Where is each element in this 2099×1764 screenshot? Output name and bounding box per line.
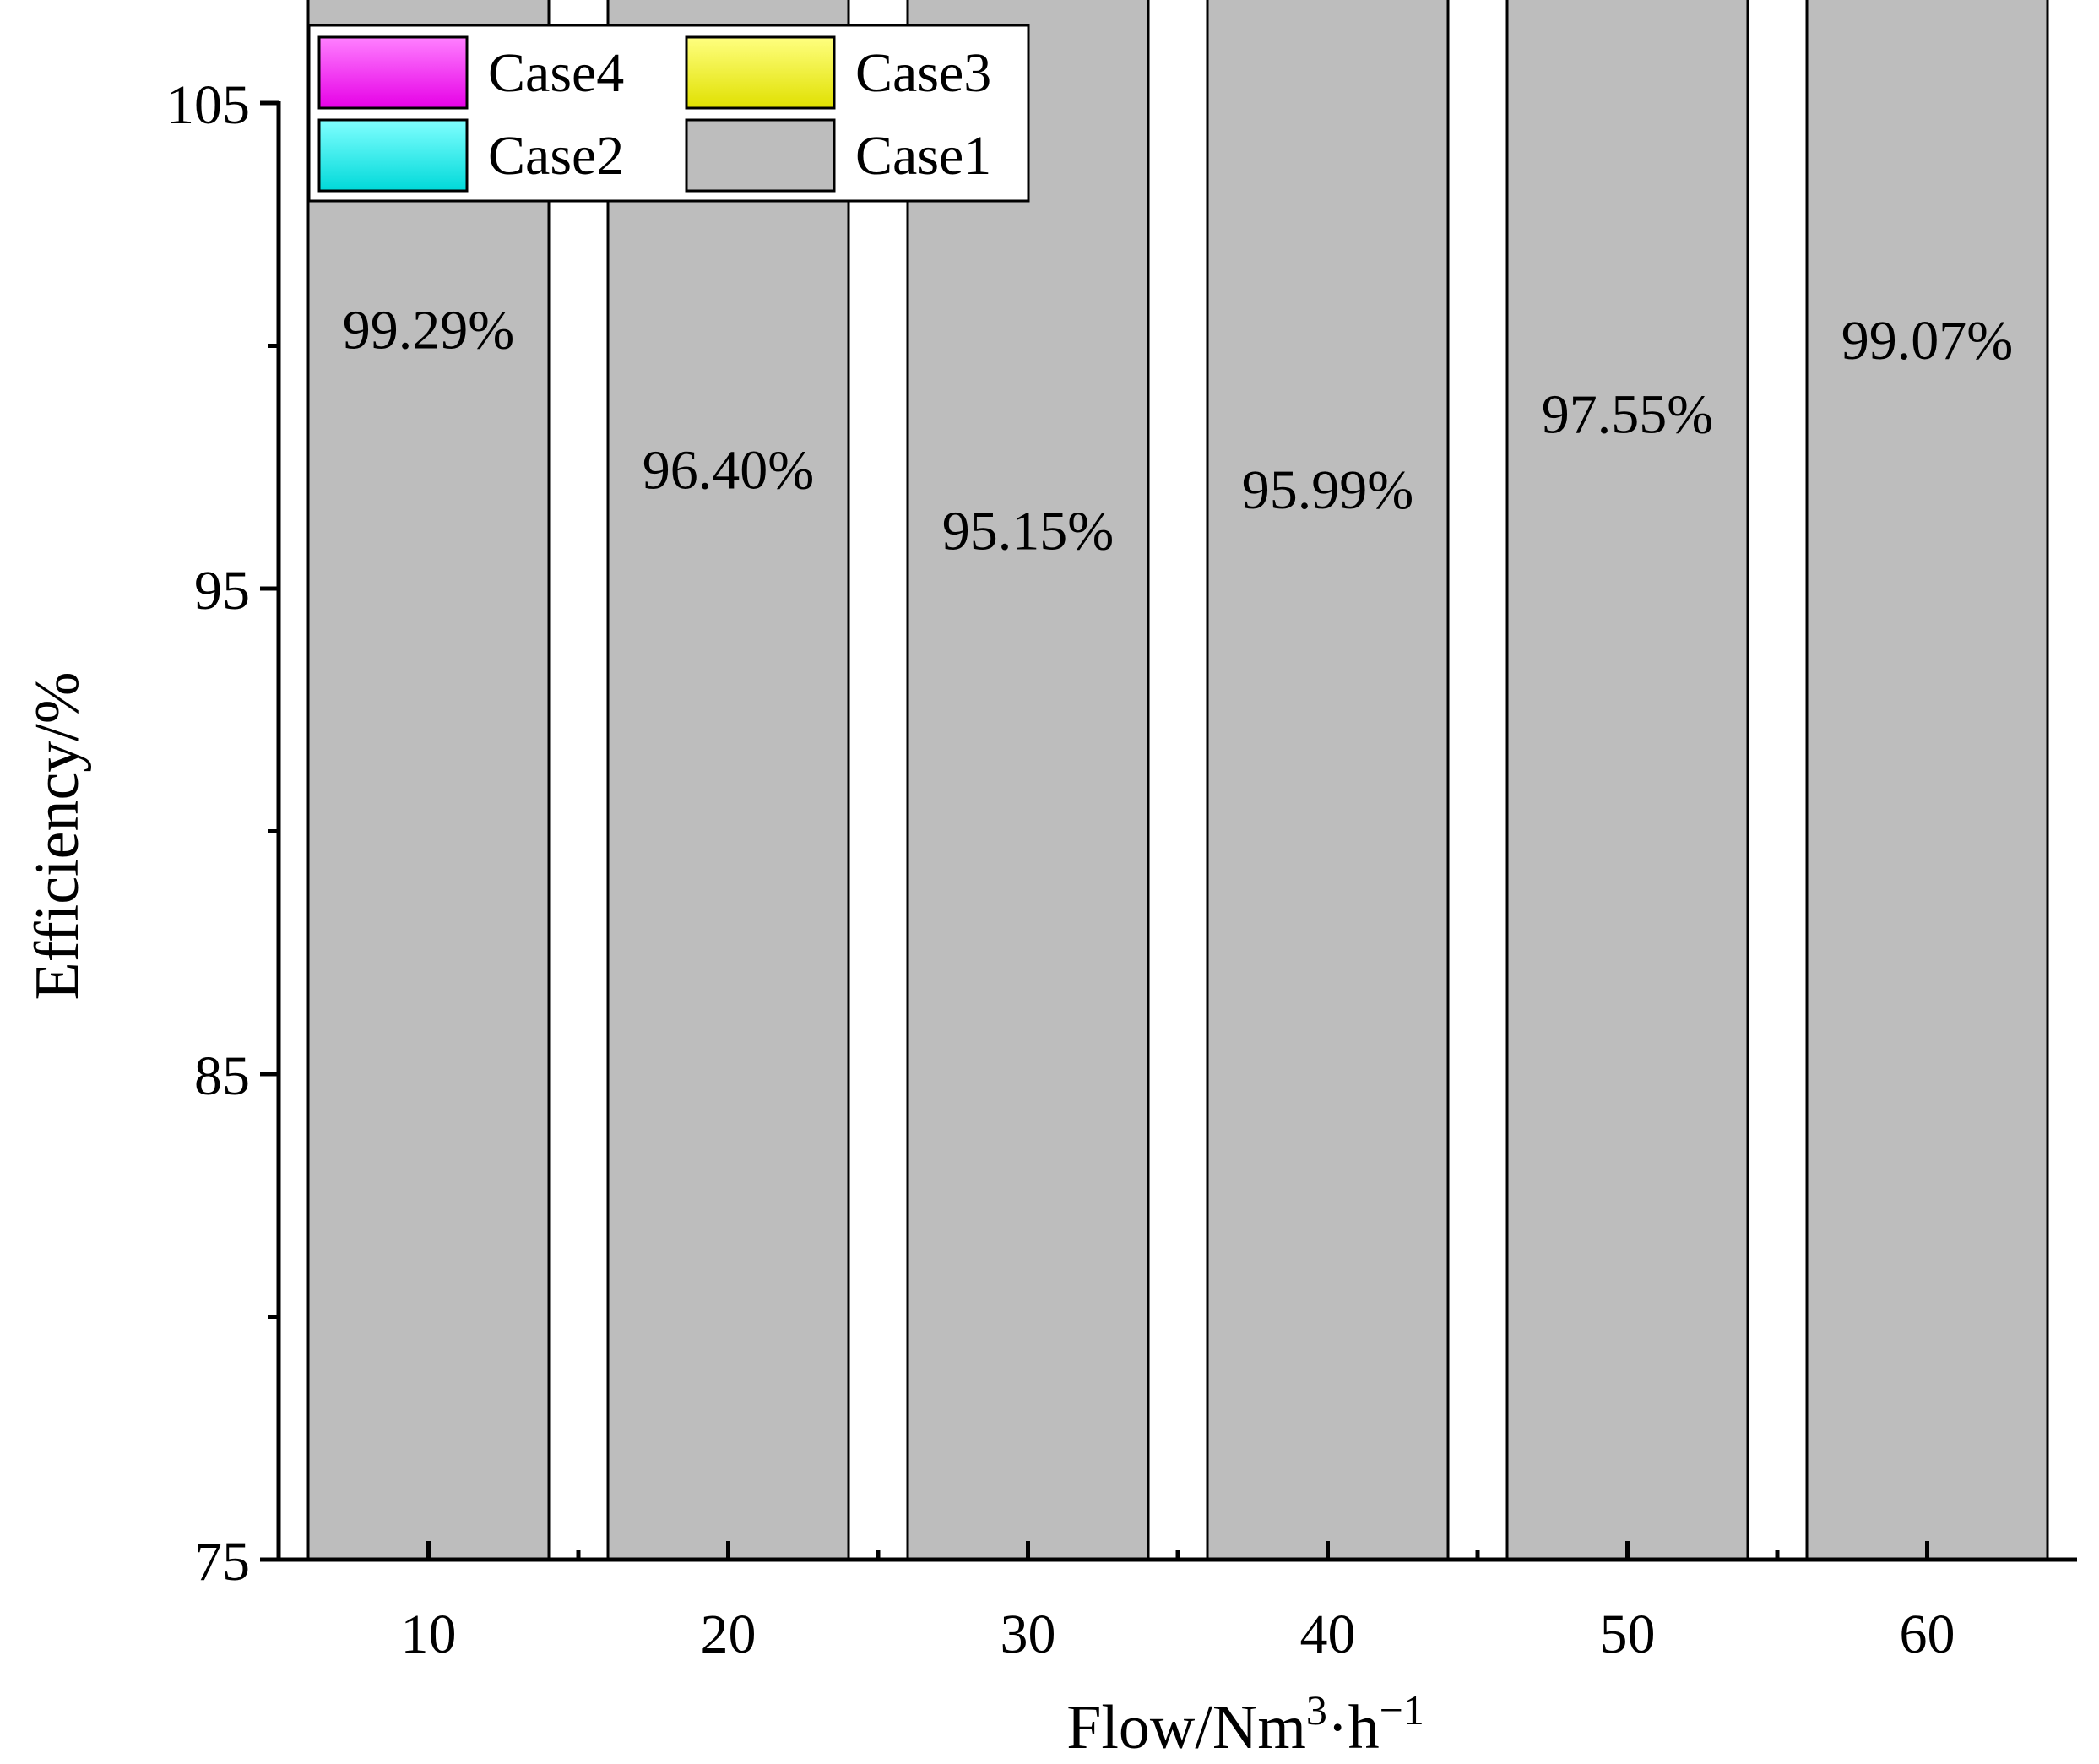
total-labels-layer: 99.29% 96.40% 95.15% 95.99% 97.55% 99.07% bbox=[343, 299, 2013, 562]
y-axis-label: Efficiency/% bbox=[23, 671, 92, 1000]
total-label-10: 99.29% bbox=[343, 299, 514, 361]
x-tick-label-60: 60 bbox=[1900, 1604, 1955, 1665]
legend-swatch-case4 bbox=[317, 35, 469, 110]
legend-label-case1: Case1 bbox=[855, 125, 991, 187]
x-axis-label: Flow/Nm3·h−1 bbox=[1066, 1686, 1424, 1762]
bar-segment-case1-20 bbox=[606, 0, 850, 1561]
bar-segment-case1-60 bbox=[1805, 0, 2049, 1561]
x-axis-label-sup2: −1 bbox=[1380, 1686, 1424, 1734]
legend-label-case3: Case3 bbox=[855, 42, 991, 104]
bar-segment-case1-10 bbox=[306, 0, 551, 1561]
total-label-60: 99.07% bbox=[1841, 310, 2013, 372]
legend-swatch-case1 bbox=[685, 118, 836, 193]
total-label-30: 95.15% bbox=[942, 500, 1114, 562]
legend-swatch-case3 bbox=[685, 35, 836, 110]
bar-segment-case1-50 bbox=[1505, 0, 1749, 1561]
total-label-40: 95.99% bbox=[1242, 459, 1413, 521]
axes-layer: 75 85 95 105 10 20 30 40 50 60 bbox=[166, 74, 2077, 1665]
y-tick-label: 75 bbox=[194, 1531, 250, 1593]
bars-layer bbox=[306, 0, 2049, 1561]
x-tick-label-50: 50 bbox=[1600, 1604, 1656, 1665]
legend-label-case2: Case2 bbox=[488, 125, 624, 187]
y-tick-label: 105 bbox=[166, 74, 250, 136]
x-axis-label-sup1: 3 bbox=[1306, 1686, 1327, 1734]
x-axis-label-middle: ·h bbox=[1327, 1693, 1380, 1762]
y-tick-label: 95 bbox=[194, 560, 250, 621]
x-tick-label-20: 20 bbox=[701, 1604, 757, 1665]
bar-segment-case1-40 bbox=[1206, 0, 1450, 1561]
legend-label-case4: Case4 bbox=[488, 42, 624, 104]
x-axis-label-main: Flow/Nm bbox=[1066, 1693, 1306, 1762]
total-label-20: 96.40% bbox=[643, 440, 814, 502]
total-label-50: 97.55% bbox=[1542, 383, 1713, 445]
legend-swatch-case2 bbox=[317, 118, 469, 193]
legend: Case4 Case3 Case2 Case1 bbox=[307, 24, 1030, 203]
bar-segment-case1-30 bbox=[906, 0, 1150, 1561]
y-tick-label: 85 bbox=[194, 1045, 250, 1107]
x-tick-label-10: 10 bbox=[401, 1604, 457, 1665]
x-tick-label-40: 40 bbox=[1300, 1604, 1356, 1665]
x-tick-label-30: 30 bbox=[1001, 1604, 1056, 1665]
